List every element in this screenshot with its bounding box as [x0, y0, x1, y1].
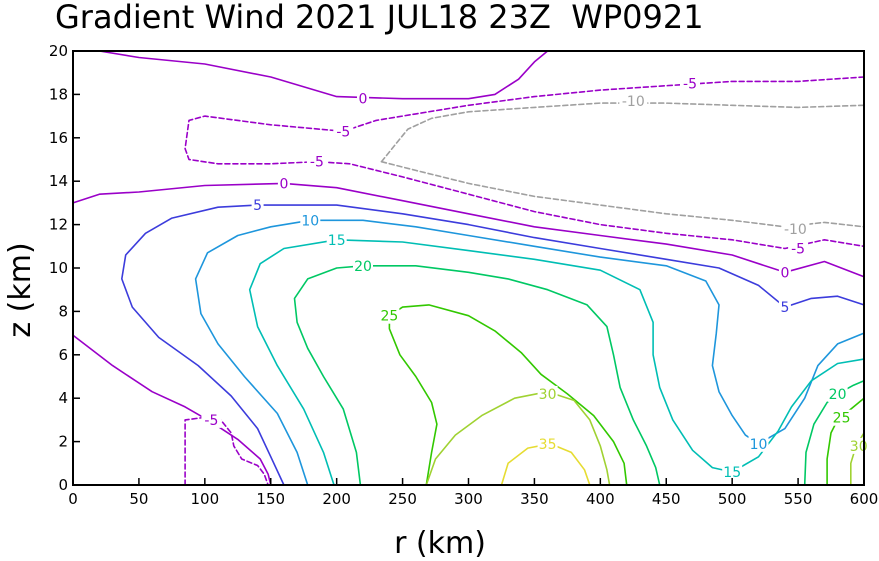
contour-label: 0	[780, 265, 789, 281]
y-tick-label: 18	[49, 85, 68, 103]
contour-line-12	[803, 379, 865, 486]
contour-label: -5	[336, 124, 350, 140]
contour-label-bg	[778, 264, 791, 281]
contour-label: 30	[539, 387, 557, 403]
contour-label-bg	[353, 257, 373, 274]
contour-label-bg	[748, 435, 769, 452]
contour-label: -10	[784, 222, 807, 238]
contour-label: -10	[622, 94, 645, 110]
contour-label-bg	[357, 90, 369, 107]
contour-label: 25	[380, 309, 398, 325]
y-axis-label: z (km)	[3, 242, 38, 337]
contour-label-bg	[831, 409, 852, 426]
contour-labels: -10-10-5-5-5-5-5000551010151520202525303…	[201, 75, 869, 481]
y-tick-label: 2	[58, 433, 68, 451]
contour-line-11	[293, 264, 661, 486]
y-tick-label: 10	[49, 259, 68, 277]
contour-line-5	[98, 50, 549, 100]
y-tick-label: 8	[58, 302, 68, 320]
contour-line-6	[72, 182, 865, 278]
contour-label-bg	[326, 231, 347, 248]
x-tick-label: 250	[388, 490, 417, 508]
x-axis-ticks: 0 50 100 150 200 250 300 350 400 450 500 550 600	[68, 478, 878, 508]
plot-frame	[72, 50, 865, 486]
contour-label-bg	[619, 92, 648, 109]
contour-line-1	[380, 160, 865, 228]
contour-label: 5	[253, 198, 262, 214]
contour-label-bg	[201, 411, 222, 428]
x-tick-label: 600	[850, 490, 879, 508]
contour-label-bg	[537, 385, 558, 402]
chart-title: Gradient Wind 2021 JUL18 23Z WP0921	[55, 0, 704, 36]
contour-line-7	[72, 334, 272, 486]
y-tick-label: 4	[58, 389, 68, 407]
contour-line-13	[388, 304, 628, 486]
x-axis-label: r (km)	[394, 526, 486, 561]
contour-label: 20	[354, 259, 372, 275]
x-tick-label: 50	[129, 490, 148, 508]
y-tick-label: 16	[49, 129, 68, 147]
y-tick-label: 12	[49, 216, 68, 234]
y-tick-label: 0	[58, 476, 68, 494]
contour-label: 0	[279, 176, 288, 192]
contour-label-bg	[251, 197, 264, 214]
y-tick-label: 14	[49, 172, 68, 190]
contour-label-bg	[306, 153, 327, 170]
contour-line-0	[380, 102, 865, 163]
contour-label: 0	[359, 92, 368, 108]
contour-label-bg	[333, 123, 354, 140]
y-axis-ticks: 0 2 4 6 8 10 12 14 16 18 20	[49, 42, 80, 494]
y-tick-label: 20	[49, 42, 68, 60]
contour-label: 15	[328, 233, 346, 249]
contour-lines	[72, 50, 865, 486]
contour-label: 25	[833, 411, 851, 427]
contour-label-bg	[781, 220, 810, 237]
contour-label-bg	[277, 175, 290, 192]
x-tick-label: 400	[586, 490, 615, 508]
contour-line-14	[826, 397, 865, 486]
x-tick-label: 450	[652, 490, 681, 508]
contour-label-bg	[300, 212, 321, 229]
contour-line-10	[248, 239, 865, 486]
contour-label-bg	[788, 240, 809, 257]
contour-label: 15	[723, 465, 741, 481]
x-tick-label: 550	[784, 490, 813, 508]
x-tick-label: 350	[520, 490, 549, 508]
y-tick-label: 6	[58, 346, 68, 364]
x-tick-label: 100	[191, 490, 220, 508]
contour-label: 35	[539, 437, 557, 453]
x-tick-label: 0	[68, 490, 78, 508]
contour-line-4	[184, 416, 269, 486]
contour-label-bg	[537, 435, 558, 452]
contour-label-bg	[722, 464, 743, 480]
contour-label-bg	[778, 299, 791, 316]
contour-label: -5	[310, 155, 324, 171]
contour-line-2	[342, 76, 865, 133]
contour-label: 10	[301, 213, 319, 229]
contour-label: -5	[683, 77, 697, 93]
contour-label: 20	[829, 387, 847, 403]
contour-label-bg	[680, 75, 700, 92]
contour-label-bg	[827, 385, 848, 402]
contour-line-3	[184, 115, 865, 250]
contour-label: -5	[791, 242, 805, 258]
x-tick-label: 150	[256, 490, 285, 508]
x-tick-label: 300	[454, 490, 483, 508]
x-tick-label: 500	[718, 490, 747, 508]
contour-label: -5	[204, 413, 218, 429]
contour-label: 5	[780, 300, 789, 316]
contour-label: 10	[750, 437, 768, 453]
contour-label-bg	[379, 307, 400, 324]
x-tick-label: 200	[322, 490, 351, 508]
